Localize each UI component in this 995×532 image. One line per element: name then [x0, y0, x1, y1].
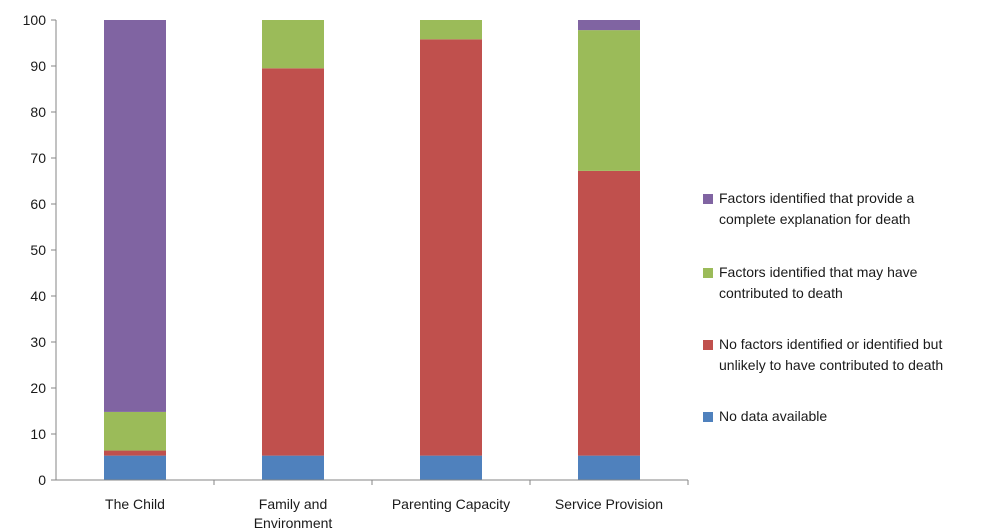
y-tick-label: 90 — [30, 58, 46, 74]
y-tick-label: 30 — [30, 334, 46, 350]
legend-line: No factors identified or identified but — [719, 336, 943, 352]
legend-item: No data available — [703, 406, 995, 427]
legend-swatch-no-factors — [703, 340, 713, 350]
legend-item: Factors identified that may have contrib… — [703, 262, 995, 304]
x-tick-label: Service Provision — [555, 496, 663, 512]
legend-item: No factors identified or identified but … — [703, 334, 995, 376]
bar-segment — [578, 20, 640, 31]
x-tick-label-line: Service Provision — [555, 496, 663, 512]
bar-segment — [262, 455, 324, 480]
y-tick-label: 50 — [30, 242, 46, 258]
bar-segment — [104, 411, 166, 451]
y-tick-label: 100 — [23, 12, 47, 28]
legend-label-may-have-contributed: Factors identified that may have contrib… — [719, 262, 995, 304]
y-tick-label: 0 — [38, 472, 46, 488]
y-tick-label: 20 — [30, 380, 46, 396]
x-tick-label: The Child — [105, 496, 165, 512]
x-tick-label: Family and Environment — [254, 496, 333, 531]
legend-swatch-complete-explanation — [703, 194, 713, 204]
y-tick-label: 10 — [30, 426, 46, 442]
bar-segment — [104, 450, 166, 456]
bar-segment — [420, 455, 482, 480]
bar-segment — [578, 455, 640, 480]
legend-line: Factors identified that provide a — [719, 190, 915, 206]
legend-line: Factors identified that may have — [719, 264, 918, 280]
bar-segment — [420, 39, 482, 456]
legend-line: contributed to death — [719, 285, 843, 301]
x-tick-label-line: Environment — [254, 515, 333, 531]
x-tick-label-line: Parenting Capacity — [392, 496, 510, 512]
bar-segment — [262, 68, 324, 456]
y-tick-label: 60 — [30, 196, 46, 212]
legend-line: No data available — [719, 408, 828, 424]
y-tick-label: 80 — [30, 104, 46, 120]
stacked-bar-chart: 0 10 20 30 40 50 60 70 80 90 100 The Child Family a… — [23, 12, 689, 531]
legend-label-no-data: No data available — [719, 406, 995, 427]
legend-line: unlikely to have contributed to death — [719, 357, 944, 373]
y-tick-label: 70 — [30, 150, 46, 166]
x-tick-label-line: The Child — [105, 496, 165, 512]
legend-swatch-may-have-contributed — [703, 268, 713, 278]
bar-segment — [578, 30, 640, 171]
legend-label-complete-explanation: Factors identified that provide a comple… — [719, 188, 995, 230]
y-axis-ticks: 0 10 20 30 40 50 60 70 80 90 100 — [23, 12, 56, 488]
legend-item: Factors identified that provide a comple… — [703, 188, 995, 230]
bar-segment — [104, 20, 166, 412]
bar-segments — [104, 20, 640, 480]
x-tick-label-line: Family and — [259, 496, 327, 512]
legend-label-no-factors: No factors identified or identified but … — [719, 334, 995, 376]
bar-segment — [420, 20, 482, 40]
x-axis-labels: The Child Family and Environment Parenting … — [105, 480, 689, 531]
legend-line: complete explanation for death — [719, 211, 911, 227]
legend-swatch-no-data — [703, 412, 713, 422]
bar-segment — [262, 20, 324, 69]
x-tick-label: Parenting Capacity — [392, 496, 510, 512]
bar-segment — [104, 455, 166, 480]
y-tick-label: 40 — [30, 288, 46, 304]
bar-segment — [578, 170, 640, 456]
